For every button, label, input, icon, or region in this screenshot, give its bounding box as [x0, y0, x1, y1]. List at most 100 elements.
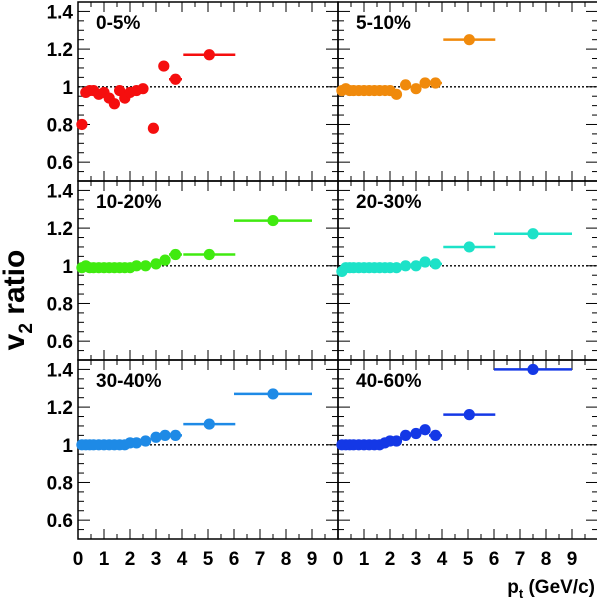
- data-point: [494, 363, 572, 376]
- data-point: [443, 34, 496, 46]
- point-marker: [150, 431, 162, 443]
- data-point: [494, 228, 572, 240]
- data-point: [400, 429, 412, 441]
- panel-5: 0.6 0.8 1 1.2 1.4 30-40%: [47, 359, 339, 540]
- point-marker: [203, 248, 215, 261]
- point-marker: [400, 429, 412, 441]
- data-point: [390, 88, 403, 100]
- x-tick-label: 4: [177, 549, 188, 570]
- data-point: [429, 429, 442, 441]
- data-point: [159, 429, 171, 441]
- point-marker: [410, 260, 422, 272]
- point-marker: [390, 88, 403, 100]
- x-axis-title-sub: t: [519, 586, 524, 600]
- point-marker: [419, 256, 431, 268]
- x-tick-label: 1: [359, 549, 370, 570]
- data-point: [108, 98, 120, 110]
- data-point: [410, 427, 422, 440]
- y-axis-title-sub: 2: [16, 323, 37, 334]
- y-tick-label: 0.6: [47, 332, 73, 353]
- data-point: [169, 248, 182, 261]
- point-marker: [429, 258, 442, 270]
- x-axis-title-rest: (GeV/c): [523, 577, 595, 598]
- point-marker: [419, 424, 431, 436]
- y-tick-label: 1: [62, 257, 73, 278]
- data-point: [169, 73, 182, 85]
- data-point: [400, 79, 412, 91]
- y-tick-label: 0.6: [47, 153, 73, 174]
- x-tick-label: 7: [515, 549, 526, 570]
- x-tick-label: 8: [541, 549, 552, 570]
- point-marker: [169, 73, 182, 85]
- x-tick-label: 3: [151, 549, 162, 570]
- point-marker: [400, 260, 412, 272]
- y-axis-title: v2 ratio: [0, 250, 37, 351]
- point-marker: [410, 83, 422, 95]
- y-tick-label: 1.4: [47, 360, 74, 381]
- y-tick-label: 1.2: [47, 40, 73, 61]
- data-point: [429, 77, 442, 89]
- data-point: [429, 258, 442, 270]
- point-marker: [159, 429, 171, 441]
- point-marker: [203, 49, 215, 61]
- point-marker: [137, 83, 149, 95]
- panel-label: 5-10%: [356, 13, 411, 34]
- x-tick-label: 6: [489, 549, 500, 570]
- data-point: [410, 260, 422, 272]
- y-axis-title-main: v: [0, 333, 31, 350]
- data-point: [140, 260, 152, 272]
- point-marker: [527, 228, 539, 240]
- panel-3: 0.6 0.8 1 1.2 1.4 10-20%: [47, 180, 339, 361]
- y-tick-label: 0.8: [47, 473, 73, 494]
- data-point: [419, 424, 431, 436]
- point-marker: [147, 122, 159, 134]
- point-marker: [267, 388, 279, 400]
- point-marker: [463, 241, 475, 253]
- point-marker: [158, 60, 170, 72]
- point-marker: [429, 77, 442, 89]
- y-axis-title-rest: ratio: [0, 250, 31, 323]
- point-marker: [419, 77, 431, 89]
- x-tick-label: 9: [567, 549, 578, 570]
- x-tick-label: 9: [307, 549, 318, 570]
- data-point: [150, 431, 162, 443]
- point-marker: [76, 118, 88, 131]
- panels-grid: 0.6 0.8 1 1.2 1.4 0-5% 5-10% 0.6 0.8 1 1.2 1.4 10-20…: [47, 1, 597, 540]
- data-point: [130, 437, 143, 449]
- x-axis-title-main: p: [507, 577, 519, 598]
- y-tick-label: 1: [62, 78, 73, 99]
- panel-1: 0.6 0.8 1 1.2 1.4 0-5%: [47, 1, 339, 182]
- point-marker: [130, 437, 143, 449]
- y-tick-label: 0.8: [47, 115, 73, 136]
- panel-label: 10-20%: [96, 192, 162, 213]
- data-point: [234, 214, 312, 227]
- data-point: [130, 260, 143, 272]
- data-point: [410, 83, 422, 95]
- data-point: [140, 435, 152, 447]
- x-tick-label: 5: [203, 549, 214, 570]
- data-point: [183, 418, 236, 430]
- point-marker: [203, 418, 215, 430]
- y-tick-label: 0.8: [47, 294, 73, 315]
- point-marker: [410, 427, 422, 440]
- x-tick-label: 5: [463, 549, 474, 570]
- x-tick-label: 2: [125, 549, 136, 570]
- point-marker: [159, 254, 171, 266]
- data-point: [234, 388, 312, 400]
- data-point: [419, 77, 431, 89]
- data-point: [443, 409, 496, 421]
- panel-label: 40-60%: [356, 371, 422, 392]
- data-point: [400, 260, 412, 272]
- point-marker: [390, 435, 403, 447]
- point-marker: [140, 435, 152, 447]
- data-point: [147, 122, 159, 134]
- panel-6: 40-60%: [336, 359, 597, 540]
- point-marker: [140, 260, 152, 272]
- x-tick-label: 7: [255, 549, 266, 570]
- y-tick-label: 1.4: [47, 181, 74, 202]
- x-tick-label: 3: [411, 549, 422, 570]
- x-tick-label: 1: [99, 549, 110, 570]
- y-tick-label: 1.2: [47, 398, 73, 419]
- data-point: [443, 241, 496, 253]
